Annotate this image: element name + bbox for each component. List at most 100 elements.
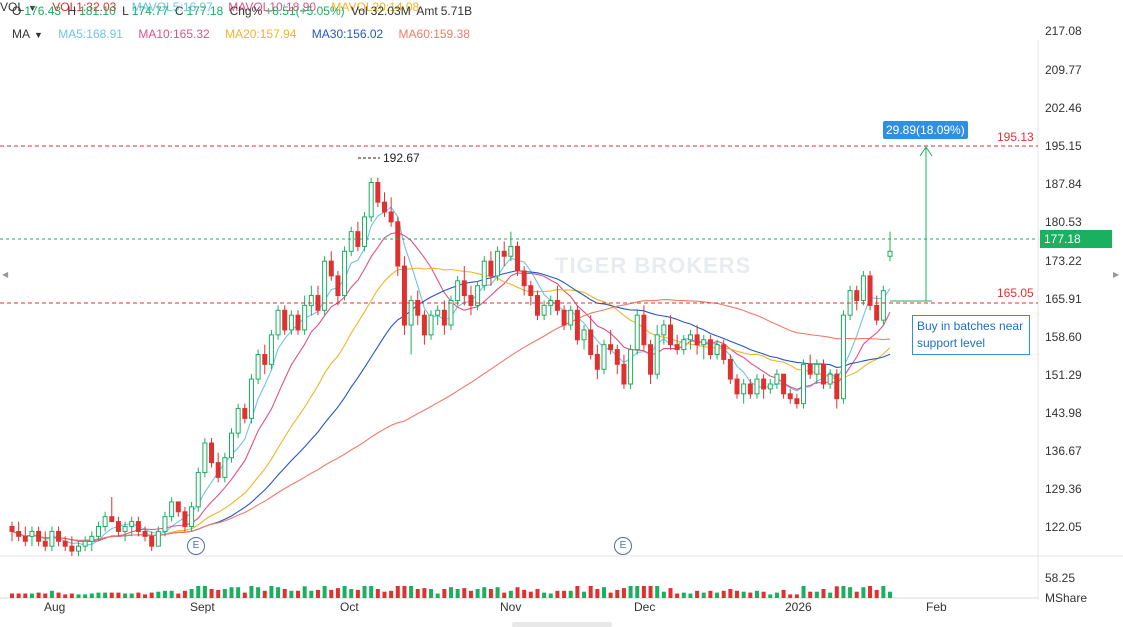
candle[interactable] (302, 295, 308, 335)
candle[interactable] (268, 329, 274, 370)
candle[interactable] (528, 280, 534, 306)
candle[interactable] (421, 310, 427, 345)
candle[interactable] (215, 452, 221, 483)
candle[interactable] (727, 354, 733, 384)
candle[interactable] (182, 506, 188, 532)
candle[interactable] (222, 452, 228, 483)
candle[interactable] (22, 526, 28, 547)
candle[interactable] (521, 266, 527, 296)
candle[interactable] (275, 305, 281, 340)
candle[interactable] (641, 305, 647, 350)
candle[interactable] (322, 256, 328, 316)
candle[interactable] (548, 295, 554, 316)
candle[interactable] (381, 192, 387, 217)
candle[interactable] (880, 285, 886, 326)
candle[interactable] (874, 295, 880, 326)
candle[interactable] (255, 349, 261, 384)
candle[interactable] (461, 266, 467, 306)
candle[interactable] (455, 275, 461, 306)
candle[interactable] (335, 270, 341, 306)
candle[interactable] (661, 320, 667, 345)
scroll-left-icon[interactable]: ◀ (2, 270, 9, 279)
candle[interactable] (56, 526, 62, 547)
candle[interactable] (801, 359, 807, 409)
candle[interactable] (508, 231, 514, 262)
candle[interactable] (195, 467, 201, 512)
candle[interactable] (142, 526, 148, 542)
candle[interactable] (648, 339, 654, 384)
candle[interactable] (787, 388, 793, 404)
candle[interactable] (408, 295, 414, 355)
candle[interactable] (282, 305, 288, 335)
candle[interactable] (375, 177, 381, 208)
candle[interactable] (328, 251, 334, 281)
candle[interactable] (568, 305, 574, 330)
candle[interactable] (594, 344, 600, 380)
candle[interactable] (95, 521, 101, 542)
candle[interactable] (189, 501, 195, 532)
candle[interactable] (76, 541, 82, 556)
candle[interactable] (355, 221, 361, 252)
candle[interactable] (62, 536, 68, 552)
candle[interactable] (707, 334, 713, 360)
candle[interactable] (734, 374, 740, 399)
candle[interactable] (149, 531, 155, 552)
candle[interactable] (315, 285, 321, 316)
candle[interactable] (401, 256, 407, 335)
candle[interactable] (428, 310, 434, 340)
candle[interactable] (362, 212, 368, 252)
candle[interactable] (827, 369, 833, 389)
candle[interactable] (714, 339, 720, 360)
candle[interactable] (388, 197, 394, 227)
candle[interactable] (235, 403, 241, 439)
candle[interactable] (608, 329, 614, 355)
candle[interactable] (581, 325, 587, 350)
candle[interactable] (721, 339, 727, 365)
candle[interactable] (129, 516, 135, 537)
candle[interactable] (16, 521, 22, 542)
candle[interactable] (741, 379, 747, 404)
candle[interactable] (854, 285, 860, 311)
candle[interactable] (674, 334, 680, 355)
candle[interactable] (448, 295, 454, 330)
candle[interactable] (368, 177, 374, 222)
vol-selector[interactable]: VOL ▼ (0, 0, 37, 14)
candle[interactable] (488, 251, 494, 286)
candle[interactable] (541, 300, 547, 321)
candle[interactable] (747, 379, 753, 399)
candle[interactable] (654, 325, 660, 380)
candle[interactable] (36, 526, 42, 547)
candle[interactable] (794, 393, 800, 409)
candle[interactable] (481, 256, 487, 291)
candle[interactable] (820, 359, 826, 389)
earnings-marker-icon[interactable]: E (614, 537, 632, 555)
candle[interactable] (501, 241, 507, 267)
candle[interactable] (248, 374, 254, 424)
candle[interactable] (89, 531, 95, 552)
candle[interactable] (175, 501, 181, 517)
candle[interactable] (109, 497, 115, 523)
candle[interactable] (308, 285, 314, 316)
horizontal-scrollbar[interactable] (512, 622, 612, 627)
candle[interactable] (468, 285, 474, 316)
candle[interactable] (342, 246, 348, 301)
candle[interactable] (807, 354, 813, 380)
candle[interactable] (435, 305, 441, 326)
measure-label[interactable]: 29.89(18.09%) (883, 121, 968, 139)
candle[interactable] (774, 369, 780, 389)
candle[interactable] (229, 428, 234, 463)
candle[interactable] (9, 521, 15, 542)
candle[interactable] (42, 531, 48, 552)
candle[interactable] (169, 497, 175, 522)
candle[interactable] (515, 241, 521, 276)
candle[interactable] (262, 344, 268, 375)
candle[interactable] (634, 310, 640, 355)
candle[interactable] (687, 329, 693, 350)
earnings-marker-icon[interactable]: E (187, 537, 205, 555)
candle[interactable] (534, 290, 540, 321)
candle[interactable] (701, 334, 707, 360)
candle[interactable] (588, 315, 594, 360)
ma-selector[interactable]: MA ▼ (12, 27, 43, 41)
candle[interactable] (395, 216, 401, 276)
